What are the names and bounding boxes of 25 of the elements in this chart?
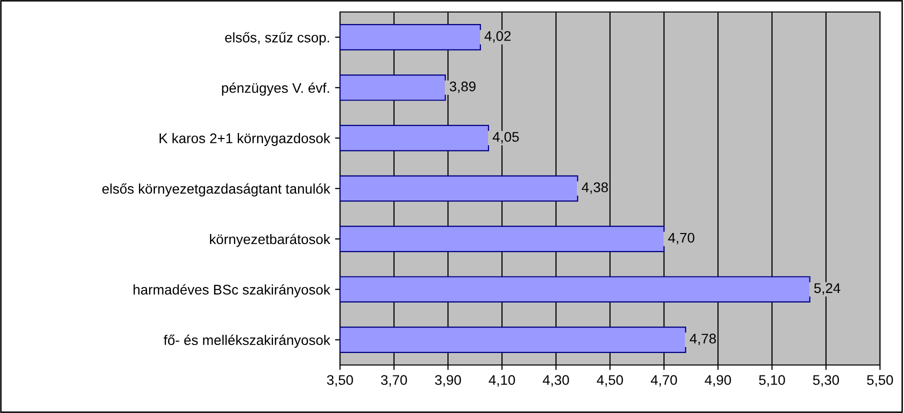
x-tick-label: 5,30 [813,375,839,387]
data-label: 3,89 [450,82,476,94]
y-tick-label: elsős környezetgazdaságtant tanulók [102,183,330,196]
x-tick-label: 3,50 [327,375,353,387]
y-tick-label: környezetbarátosok [210,234,330,247]
data-label: 4,02 [484,31,511,43]
x-tick-label: 4,90 [704,375,731,387]
x-tick-label: 4,10 [488,375,515,387]
y-tick-label: elsős, szűz csop. [225,32,330,46]
data-label: 4,05 [492,132,519,144]
y-tick-label: harmadéves BSc szakirányosok [134,284,330,298]
x-tick-label: 5,50 [867,375,893,387]
data-label: 4,70 [668,232,694,244]
x-tick-label: 4,70 [650,375,677,387]
y-tick-label: fő- és mellékszakirányosok [164,334,330,348]
data-label: 4,78 [690,334,716,346]
data-label: 4,38 [582,182,608,194]
x-tick-label: 3,70 [381,375,407,387]
data-label: 5,24 [814,283,840,295]
x-tick-label: 3,90 [435,375,461,387]
y-tick-label: pénzügyes V. évf. [222,82,330,96]
x-tick-label: 4,30 [542,375,569,387]
x-tick-label: 5,10 [759,375,785,387]
x-tick-label: 4,50 [596,375,623,387]
y-tick-label: K karos 2+1 környgazdosok [160,133,330,146]
